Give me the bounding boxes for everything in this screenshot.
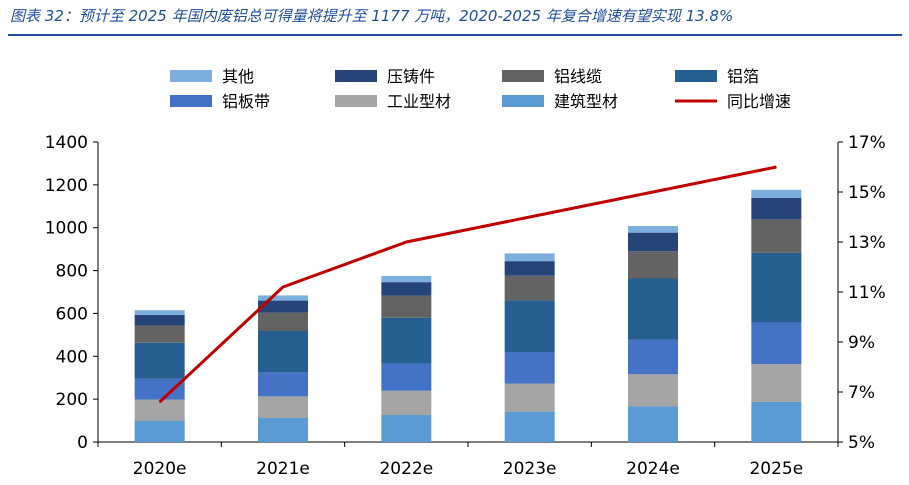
x-tick-label: 2024e — [626, 459, 680, 479]
left-tick-label: 400 — [56, 347, 88, 367]
x-tick-label: 2022e — [379, 459, 433, 479]
bar-segment — [751, 189, 802, 198]
bar-segment — [134, 314, 185, 326]
left-tick-label: 1200 — [45, 176, 88, 196]
legend-swatch — [170, 70, 212, 82]
bar-segment — [751, 322, 802, 364]
bar-segment — [504, 352, 555, 384]
bar-segment — [381, 390, 432, 415]
legend-label: 工业型材 — [387, 92, 451, 111]
right-tick-label: 7% — [848, 383, 875, 403]
x-tick-label: 2021e — [256, 459, 310, 479]
right-tick-label: 13% — [848, 233, 886, 253]
bar-segment — [381, 282, 432, 296]
growth-line-path — [158, 165, 777, 404]
legend-label: 建筑型材 — [554, 92, 618, 111]
bar-segment — [258, 300, 308, 313]
left-tick-label: 600 — [56, 304, 88, 324]
growth-line-point — [529, 216, 531, 218]
bar-segment — [504, 411, 555, 442]
growth-line-point — [652, 191, 654, 193]
legend-swatch — [675, 70, 717, 82]
legend-label: 压铸件 — [387, 67, 435, 86]
bar-segment — [258, 418, 308, 442]
bar-segment — [628, 339, 678, 375]
bar-segment — [381, 363, 432, 391]
x-tick-label: 2025e — [749, 459, 803, 479]
legend-swatch — [335, 95, 377, 107]
bar-segment — [628, 232, 678, 252]
legend-label: 铝线缆 — [554, 67, 602, 86]
legend-label: 铝箔 — [727, 67, 759, 86]
growth-line-point — [159, 401, 161, 403]
bar-segment — [504, 261, 555, 276]
legend-swatch — [502, 95, 544, 107]
bar-segment — [751, 197, 802, 220]
bar-segment — [751, 364, 802, 402]
bar-segment — [751, 401, 802, 442]
right-tick-label: 15% — [848, 183, 886, 203]
title-divider — [8, 34, 902, 36]
bar-segment — [134, 378, 185, 400]
right-tick-label: 17% — [848, 133, 886, 153]
bar-segment — [751, 219, 802, 253]
left-tick-label: 1400 — [45, 133, 88, 153]
bar-segment — [628, 406, 678, 442]
bar-segment — [381, 415, 432, 442]
bar-segment — [504, 253, 555, 262]
bar-segment — [504, 275, 555, 301]
left-tick-label: 0 — [77, 433, 88, 453]
legend-swatch — [170, 95, 212, 107]
legend-swatch — [502, 70, 544, 82]
legend-swatch — [335, 70, 377, 82]
bar-segment — [504, 300, 555, 352]
left-tick-label: 1000 — [45, 219, 88, 239]
growth-line-point — [775, 166, 777, 168]
right-tick-label: 9% — [848, 333, 875, 353]
bar-segment — [381, 275, 432, 283]
right-tick-label: 11% — [848, 283, 886, 303]
bar-segment — [134, 342, 185, 379]
bar-segment — [628, 374, 678, 407]
bar-segment — [258, 372, 308, 397]
legend-label: 铝板带 — [222, 92, 270, 111]
x-tick-label: 2020e — [133, 459, 187, 479]
bar-segment — [751, 252, 802, 323]
growth-line — [158, 165, 777, 404]
growth-line-point — [405, 241, 407, 243]
legend-label: 同比增速 — [727, 92, 791, 111]
bar-segment — [258, 295, 308, 301]
bar-segment — [258, 312, 308, 331]
growth-line-point — [282, 286, 284, 288]
bar-segment — [134, 399, 185, 421]
bar-segment — [258, 331, 308, 373]
legend-label: 其他 — [222, 67, 254, 86]
bar-segment — [628, 226, 678, 233]
x-tick-label: 2023e — [503, 459, 557, 479]
left-tick-label: 800 — [56, 262, 88, 282]
bar-segment — [381, 317, 432, 364]
chart-title: 图表 32：预计至 2025 年国内废铝总可得量将提升至 1177 万吨，202… — [10, 7, 734, 25]
bar-segment — [628, 278, 678, 340]
bar-segment — [258, 396, 308, 418]
bar-segment — [134, 310, 185, 315]
right-tick-label: 5% — [848, 433, 875, 453]
bars — [134, 189, 802, 442]
bar-segment — [504, 383, 555, 412]
bar-segment — [134, 421, 185, 442]
bar-segment — [628, 251, 678, 279]
axes — [93, 141, 843, 447]
left-tick-label: 200 — [56, 390, 88, 410]
bar-segment — [134, 325, 185, 343]
tick-labels: 0 200 400 600 800 1000 1200 1400 5% 7% 9% 11% 13% 15%… — [45, 133, 886, 479]
bar-segment — [381, 295, 432, 318]
